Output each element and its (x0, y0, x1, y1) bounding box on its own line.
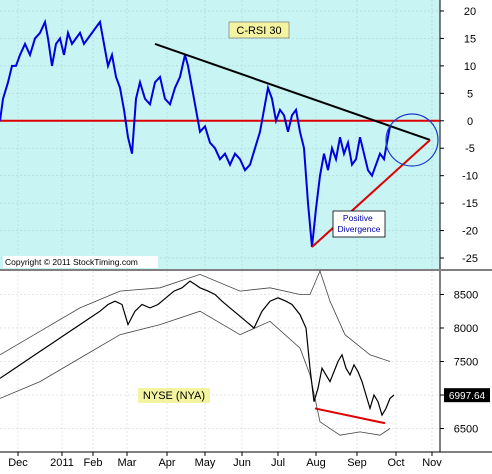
last-value-box (444, 388, 490, 403)
nyse-tick-label: 7500 (454, 357, 478, 369)
divergence-label-box (332, 210, 386, 238)
nyse-tick-label: 8500 (454, 289, 478, 301)
rsi-tick-label: -10 (462, 171, 478, 183)
rsi-title-box (228, 21, 290, 39)
rsi-tick-label: 20 (464, 6, 476, 18)
rsi-tick-label: 15 (464, 33, 476, 45)
x-axis-labels: Dec 2011 Feb Mar Apr May Jun Jul Aug Sep Oct Nov (8, 452, 442, 469)
divergence-label: Positive Divergence (338, 213, 381, 234)
x-tick-label: Sep (347, 457, 367, 469)
copyright-text: Copyright © 2011 StockTiming.com (5, 257, 138, 267)
x-tick-label: Jun (233, 457, 251, 469)
x-tick-label: 2011 (50, 457, 74, 469)
rsi-series-line (0, 18, 391, 248)
x-tick-label: Aug (306, 457, 326, 469)
x-tick-label: Feb (84, 457, 103, 469)
nyse-tick-label: 6500 (454, 424, 478, 436)
rsi-axis-background (440, 0, 492, 269)
rsi-title: C-RSI 30 (236, 25, 281, 37)
rsi-tick-label: 5 (467, 88, 473, 100)
rsi-resistance-trendline (154, 42, 431, 141)
nyse-support-trendline (314, 407, 386, 425)
nyse-price-line (0, 280, 395, 417)
x-tick-label: Jul (271, 457, 285, 469)
rsi-tick-label: -20 (462, 226, 478, 238)
rsi-tick-label: -25 (462, 253, 478, 265)
nyse-y-axis: 85008000750070006500 (439, 271, 478, 452)
rsi-tick-label: 0 (467, 116, 473, 128)
x-tick-label: Apr (158, 457, 175, 469)
last-value-label: 6997.64 (449, 391, 486, 402)
nyse-title-box (138, 388, 210, 403)
nyse-grid (0, 271, 440, 452)
apex-highlight-circle (385, 113, 439, 167)
rsi-support-trendline (311, 139, 431, 248)
rsi-tick-label: -15 (462, 198, 478, 210)
rsi-tick-label: 10 (464, 61, 476, 73)
nyse-lower-band (0, 310, 391, 436)
rsi-y-axis: 20 15 10 5 0 -5 -10 -15 -20 -25 (439, 0, 478, 269)
x-tick-label: Dec (8, 457, 28, 469)
copyright-box (3, 256, 158, 268)
x-tick-label: Oct (387, 457, 404, 469)
x-tick-label: Mar (118, 457, 137, 469)
x-tick-label: May (195, 457, 216, 469)
nyse-tick-label: 8000 (454, 323, 478, 335)
rsi-tick-label: -5 (465, 143, 475, 155)
nyse-title: NYSE (NYA) (143, 390, 205, 402)
nyse-upper-band (0, 269, 391, 362)
x-tick-label: Nov (422, 457, 442, 469)
